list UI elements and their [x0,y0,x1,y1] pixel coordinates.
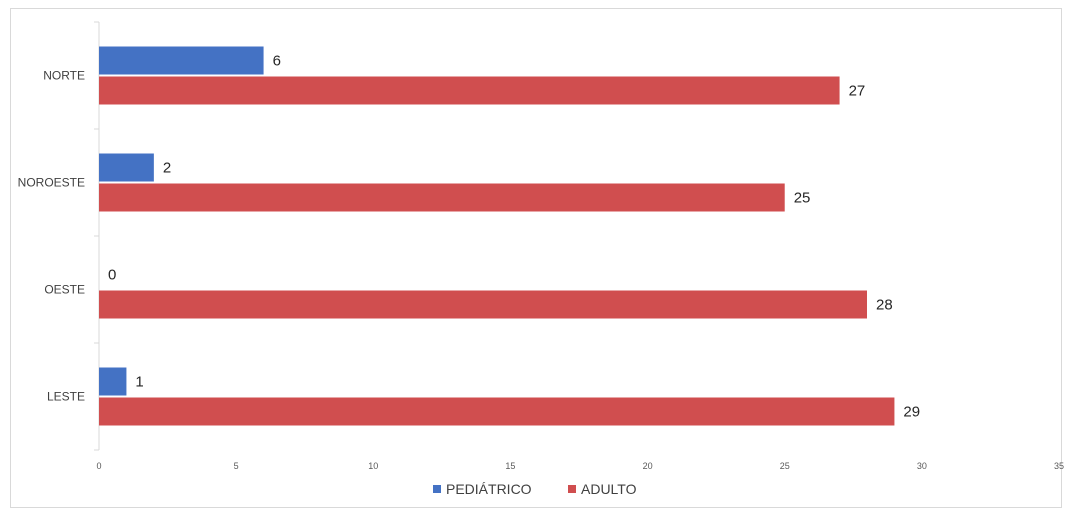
bars-layer [99,46,895,426]
bar-adulto [99,397,895,426]
x-tick-label: 0 [96,461,101,471]
legend-swatch [568,485,576,493]
category-label: LESTE [47,390,85,404]
legend-swatch [433,485,441,493]
category-label: NOROESTE [18,176,85,190]
data-label: 27 [849,83,866,100]
category-label: NORTE [43,69,85,83]
data-label: 29 [903,404,920,421]
data-label: 25 [794,190,811,207]
bar-pediatrico [99,46,264,75]
x-tick-label: 20 [643,461,653,471]
data-label: 1 [135,374,143,391]
legend-label: PEDIÁTRICO [446,481,532,497]
data-label: 2 [163,160,171,177]
data-label: 6 [273,53,281,70]
bar-pediatrico [99,367,127,396]
bar-adulto [99,290,867,319]
x-tick-label: 5 [234,461,239,471]
bar-adulto [99,76,840,105]
data-label: 28 [876,297,893,314]
x-tick-label: 35 [1054,461,1064,471]
labels-layer: NORTE 6 27 NOROESTE 2 25 OESTE 0 28 LESTE 1 29 [18,53,920,421]
x-tick-label: 15 [505,461,515,471]
legend: PEDIÁTRICO ADULTO [433,481,637,497]
data-label: 0 [108,267,116,284]
bar-adulto [99,183,785,212]
x-tick-label: 30 [917,461,927,471]
x-tick-label: 25 [780,461,790,471]
category-label: OESTE [44,283,85,297]
bar-pediatrico [99,153,154,182]
x-tick-label: 10 [368,461,378,471]
legend-label: ADULTO [581,481,637,497]
